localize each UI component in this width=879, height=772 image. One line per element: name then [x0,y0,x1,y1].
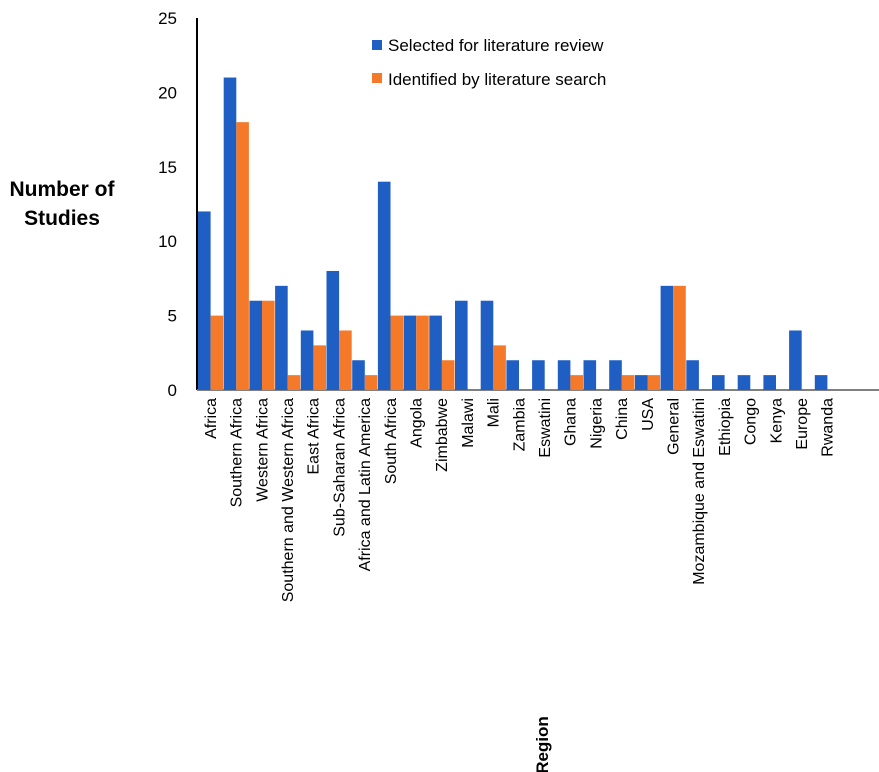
bar-selected [403,315,417,390]
x-tick-label: Rwanda [820,398,837,457]
x-tick-label: Congo [743,398,760,445]
x-tick-label: Sub-Saharan Africa [331,398,348,537]
x-tick-label: Western Africa [254,398,271,502]
bar-identified [210,315,224,390]
bar-identified [339,330,352,390]
bar-selected [583,360,597,390]
x-tick-label: East Africa [306,398,323,475]
bar-selected [326,270,340,390]
bar-selected [609,360,622,390]
x-axis-label: Region [533,716,552,772]
x-tick-label: Angola [408,398,425,448]
bar-selected [300,330,314,390]
legend-swatch-selected [372,40,382,50]
legend-swatch-identified [372,73,382,83]
bar-selected [198,211,211,390]
x-tick-label: Ethiopia [717,398,734,456]
y-tick-label: 20 [158,83,177,102]
x-tick-label: Zimbabwe [434,398,451,472]
y-tick-label: 10 [158,232,177,251]
y-axis-label-line2: Studies [24,207,100,230]
bar-identified [287,375,301,390]
bar-identified [313,345,326,390]
bar-identified [262,300,275,390]
bar-selected [557,360,571,390]
bar-selected [223,77,237,391]
bars [198,77,828,391]
x-tick-label: China [614,398,631,440]
x-tick-label: Malawi [460,398,477,448]
x-tick-label: Nigeria [588,398,605,449]
bar-selected [660,285,674,390]
bar-selected [377,181,391,390]
bar-selected [480,300,494,390]
x-tick-label: Southern Africa [229,398,246,508]
x-tick-label: Africa and Latin America [357,398,374,572]
bar-identified [441,360,455,390]
bar-identified [493,345,506,390]
bar-identified [236,122,249,390]
x-tick-label: USA [640,398,657,431]
y-axis-label-line1: Number of [10,178,116,201]
legend: Selected for literature review Identifie… [372,36,606,89]
bar-selected [814,375,828,390]
x-tick-label: Southern and Western Africa [280,398,297,602]
x-tick-label: Zambia [511,398,528,451]
y-tick-label: 15 [158,158,177,177]
bar-identified [673,285,686,390]
y-tick-label: 0 [168,381,177,400]
x-tick-label: Kenya [768,398,785,443]
x-tick-label: Ghana [563,398,580,446]
y-tick-label: 5 [168,307,177,326]
bar-identified [570,375,583,390]
x-tick-label: Mali [486,398,503,427]
bar-selected [712,375,725,390]
bar-identified [390,315,404,390]
bar-selected [352,360,365,390]
x-tick-label: Mozambique and Eswatini [691,398,708,585]
x-tick-label: General [665,398,682,455]
bar-identified [416,315,429,390]
y-tick-label: 25 [158,9,177,28]
y-tick-labels: 0 5 10 15 20 25 [158,9,177,400]
x-tick-label: Europe [794,398,811,450]
category-labels: Africa Southern Africa Western Africa South… [203,398,837,603]
x-tick-label: South Africa [383,398,400,484]
bar-selected [686,360,699,390]
bar-identified [364,375,378,390]
x-tick-label: Africa [203,398,220,439]
bar-selected [634,375,648,390]
bar-identified [621,375,635,390]
bar-selected [532,360,545,390]
legend-label-selected: Selected for literature review [388,36,604,55]
bar-identified [647,375,661,390]
x-tick-label: Eswatini [537,398,554,458]
bar-selected [429,315,442,390]
bar-selected [249,300,262,390]
legend-label-identified: Identified by literature search [388,70,606,89]
bar-selected [763,375,776,390]
bar-selected [506,360,519,390]
bar-selected [737,375,751,390]
bar-selected [789,330,802,390]
bar-selected [275,285,288,390]
bar-selected [455,300,468,390]
